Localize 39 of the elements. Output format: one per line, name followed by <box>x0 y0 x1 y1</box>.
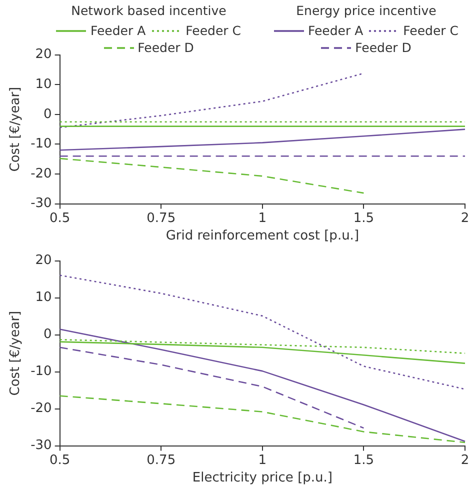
x-tick-label: 0.75 <box>146 452 176 468</box>
x-tick-label: 1 <box>258 210 267 226</box>
legend-label: Feeder D <box>138 40 194 55</box>
x-tick-label: 0.5 <box>49 452 70 468</box>
x-tick-label: 1 <box>258 452 267 468</box>
y-tick-label: 20 <box>35 47 52 62</box>
x-axis-title: Electricity price [p.u.] <box>192 470 332 486</box>
legend-label: Feeder C <box>403 23 459 38</box>
y-tick-label: 10 <box>35 290 52 306</box>
legend-label: Feeder C <box>186 23 242 38</box>
legend-label: Feeder A <box>90 23 146 38</box>
x-tick-label: 1.5 <box>353 452 374 468</box>
y-tick-label: -30 <box>30 196 52 212</box>
x-tick-label: 2 <box>460 210 470 226</box>
line-series <box>59 346 364 429</box>
y-tick-label: -10 <box>30 364 52 380</box>
y-tick-label: 0 <box>44 106 52 122</box>
y-tick-label: 20 <box>35 253 52 268</box>
x-axis-title: Grid reinforcement cost [p.u.] <box>166 228 360 244</box>
y-tick-label: -30 <box>30 438 52 454</box>
text: Energy price incentive <box>296 2 436 20</box>
line-series <box>59 72 364 128</box>
y-axis-title: Cost [€/year] <box>8 86 24 172</box>
x-tick-label: 1.5 <box>353 210 374 226</box>
line-series <box>59 274 466 390</box>
y-tick-label: -10 <box>30 136 52 152</box>
x-tick-label: 0.5 <box>49 210 70 226</box>
y-axis-title: Cost [€/year] <box>8 310 24 396</box>
x-tick-label: 2 <box>460 452 470 468</box>
y-tick-label: 10 <box>35 76 52 92</box>
y-tick-label: 0 <box>44 327 52 342</box>
y-tick-label: -20 <box>30 166 52 182</box>
legend-label: Feeder D <box>355 40 412 55</box>
text: Network based incentive <box>71 2 226 20</box>
legend-label: Feeder A <box>308 23 364 38</box>
line-series <box>59 395 466 444</box>
x-tick-label: 0.75 <box>146 210 176 226</box>
y-tick-label: -20 <box>30 401 52 416</box>
line-series <box>59 158 364 194</box>
